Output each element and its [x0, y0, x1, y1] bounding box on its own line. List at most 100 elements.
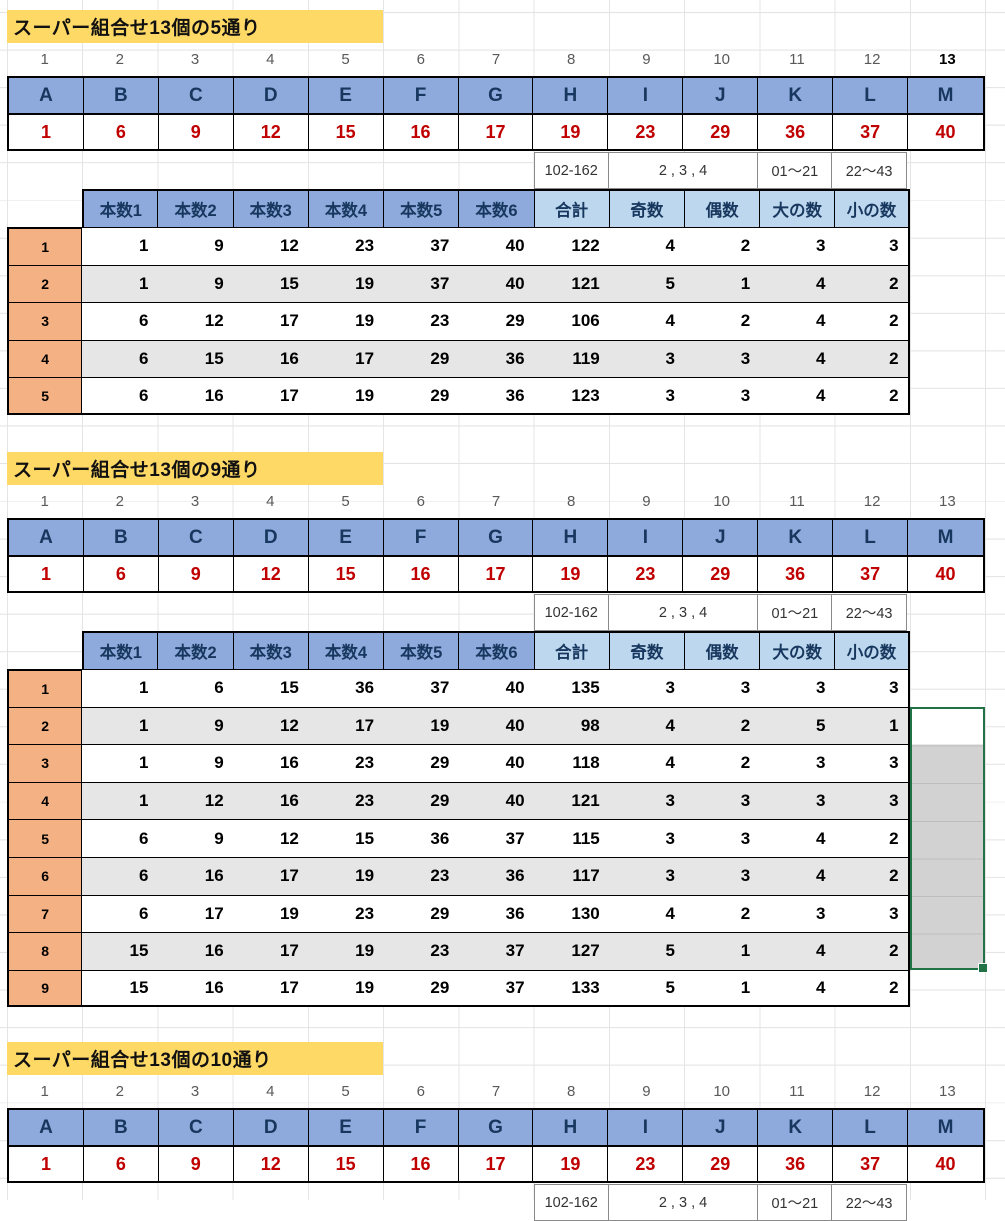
letter-cell[interactable]: D — [233, 520, 309, 555]
base-number-cell[interactable]: 37 — [833, 1147, 909, 1181]
column-number-cell[interactable]: 11 — [789, 51, 805, 68]
value-cell[interactable]: 15 — [82, 932, 158, 970]
column-number-cell[interactable]: 12 — [863, 493, 881, 510]
row-label-cell[interactable]: 4 — [7, 339, 83, 378]
value-cell[interactable]: 40 — [458, 744, 534, 782]
value-cell[interactable]: 106 — [533, 302, 609, 340]
row-label-cell[interactable]: 7 — [7, 894, 83, 933]
value-cell[interactable]: 121 — [533, 781, 609, 820]
value-cell[interactable]: 3 — [759, 227, 835, 265]
letter-cell[interactable]: J — [683, 78, 759, 113]
letter-cell[interactable]: G — [458, 520, 534, 555]
value-cell[interactable]: 19 — [307, 932, 384, 970]
value-cell[interactable]: 1 — [834, 706, 910, 745]
value-cell[interactable]: 3 — [834, 669, 910, 707]
value-cell[interactable]: 23 — [383, 302, 459, 340]
table-header-cell[interactable]: 本数5 — [383, 631, 459, 669]
table-header-cell[interactable]: 本数2 — [157, 631, 233, 669]
row-label-cell[interactable]: 6 — [7, 856, 83, 895]
column-number-cell[interactable]: 8 — [567, 1083, 576, 1100]
base-number-cell[interactable]: 36 — [758, 557, 834, 591]
value-cell[interactable]: 29 — [383, 339, 459, 378]
value-cell[interactable]: 1 — [82, 706, 158, 745]
base-number-cell[interactable]: 12 — [233, 557, 309, 591]
value-cell[interactable]: 29 — [383, 894, 459, 933]
value-cell[interactable]: 4 — [759, 377, 835, 415]
base-number-cell[interactable]: 40 — [908, 557, 983, 591]
value-cell[interactable]: 3 — [759, 894, 835, 933]
value-cell[interactable]: 2 — [834, 819, 910, 857]
value-cell[interactable]: 4 — [608, 744, 684, 782]
base-number-cell[interactable]: 19 — [533, 115, 609, 149]
value-cell[interactable]: 16 — [157, 377, 233, 415]
row-label-cell[interactable]: 9 — [7, 969, 83, 1008]
value-cell[interactable]: 23 — [383, 856, 459, 895]
value-cell[interactable]: 3 — [834, 744, 910, 782]
column-number-cell[interactable]: 2 — [115, 51, 124, 68]
info-cell[interactable]: 2 , 3 , 4 — [607, 594, 759, 631]
value-cell[interactable]: 23 — [307, 744, 384, 782]
letter-cell[interactable]: K — [758, 78, 834, 113]
value-cell[interactable]: 37 — [458, 969, 534, 1008]
value-cell[interactable]: 2 — [683, 227, 760, 265]
row-label-cell[interactable]: 2 — [7, 264, 83, 303]
value-cell[interactable]: 16 — [157, 932, 233, 970]
info-cell[interactable]: 2 , 3 , 4 — [607, 152, 759, 189]
value-cell[interactable]: 3 — [683, 856, 760, 895]
value-cell[interactable]: 3 — [683, 781, 760, 820]
value-cell[interactable]: 4 — [759, 264, 835, 303]
base-number-cell[interactable]: 15 — [308, 1147, 384, 1181]
value-cell[interactable]: 3 — [759, 669, 835, 707]
value-cell[interactable]: 121 — [533, 264, 609, 303]
info-cell[interactable]: 102-162 — [533, 1184, 609, 1221]
letter-cell[interactable]: C — [158, 78, 234, 113]
value-cell[interactable]: 118 — [533, 744, 609, 782]
letter-cell[interactable]: A — [9, 78, 84, 113]
table-header-cell[interactable]: 合計 — [533, 631, 609, 669]
table-header-cell[interactable]: 偶数 — [683, 189, 760, 227]
table-header-cell[interactable]: 本数2 — [157, 189, 233, 227]
value-cell[interactable]: 29 — [458, 302, 534, 340]
value-cell[interactable]: 130 — [533, 894, 609, 933]
base-number-cell[interactable]: 40 — [908, 115, 983, 149]
letter-cell[interactable]: M — [908, 520, 983, 555]
table-header-cell[interactable]: 本数3 — [232, 189, 308, 227]
value-cell[interactable]: 98 — [533, 706, 609, 745]
info-cell[interactable]: 01〜21 — [757, 1184, 833, 1221]
table-header-cell[interactable]: 本数6 — [458, 631, 534, 669]
value-cell[interactable]: 36 — [458, 377, 534, 415]
value-cell[interactable]: 2 — [834, 932, 910, 970]
letter-cell[interactable]: B — [83, 78, 159, 113]
letter-cell[interactable]: F — [383, 78, 459, 113]
value-cell[interactable]: 9 — [157, 264, 233, 303]
value-cell[interactable]: 5 — [759, 706, 835, 745]
column-number-cell[interactable]: 12 — [863, 1083, 881, 1100]
letter-cell[interactable]: L — [833, 78, 909, 113]
column-number-cell[interactable]: 2 — [115, 493, 124, 510]
letter-cell[interactable]: G — [458, 1110, 534, 1145]
value-cell[interactable]: 40 — [458, 706, 534, 745]
base-number-cell[interactable]: 1 — [9, 115, 84, 149]
info-cell[interactable]: 22〜43 — [831, 594, 907, 631]
value-cell[interactable]: 29 — [383, 377, 459, 415]
value-cell[interactable]: 3 — [759, 744, 835, 782]
column-number-cell[interactable]: 9 — [642, 493, 651, 510]
value-cell[interactable]: 17 — [232, 969, 308, 1008]
value-cell[interactable]: 17 — [232, 932, 308, 970]
column-number-cell[interactable]: 6 — [416, 493, 425, 510]
value-cell[interactable]: 3 — [608, 856, 684, 895]
value-cell[interactable]: 15 — [232, 264, 308, 303]
value-cell[interactable]: 17 — [307, 706, 384, 745]
column-number-cell[interactable]: 11 — [789, 493, 805, 510]
value-cell[interactable]: 2 — [683, 744, 760, 782]
column-number-cell[interactable]: 13 — [939, 493, 956, 510]
letter-cell[interactable]: B — [83, 520, 159, 555]
value-cell[interactable]: 12 — [157, 781, 233, 820]
value-cell[interactable]: 4 — [759, 819, 835, 857]
value-cell[interactable]: 3 — [608, 819, 684, 857]
table-header-cell[interactable]: 奇数 — [608, 189, 684, 227]
value-cell[interactable]: 4 — [608, 227, 684, 265]
letter-cell[interactable]: H — [533, 520, 609, 555]
value-cell[interactable]: 6 — [82, 894, 158, 933]
letter-cell[interactable]: K — [758, 520, 834, 555]
